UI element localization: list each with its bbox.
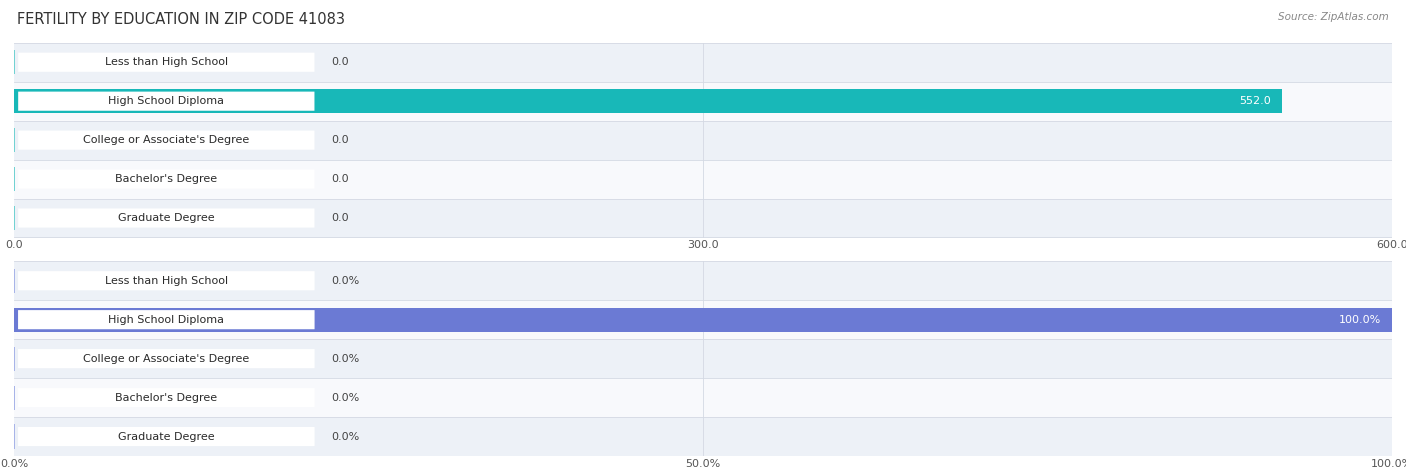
Text: College or Associate's Degree: College or Associate's Degree [83,353,249,364]
Text: Less than High School: Less than High School [105,276,228,286]
Text: 0.0: 0.0 [330,213,349,223]
Text: 0.0: 0.0 [330,174,349,184]
FancyBboxPatch shape [18,310,315,329]
Text: College or Associate's Degree: College or Associate's Degree [83,135,249,145]
FancyBboxPatch shape [18,427,315,446]
Text: 0.0: 0.0 [330,57,349,67]
FancyBboxPatch shape [18,271,315,290]
Bar [14,417,1392,456]
Bar [14,300,1392,339]
Text: 552.0: 552.0 [1239,96,1271,106]
Text: 0.0%: 0.0% [330,353,359,364]
Bar [14,378,1392,417]
Bar [14,261,1392,300]
FancyBboxPatch shape [18,170,315,189]
Bar [14,199,1392,238]
FancyBboxPatch shape [18,349,315,368]
Text: Bachelor's Degree: Bachelor's Degree [115,392,218,403]
Text: 0.0%: 0.0% [330,392,359,403]
Text: 0.0%: 0.0% [330,431,359,442]
Text: FERTILITY BY EDUCATION IN ZIP CODE 41083: FERTILITY BY EDUCATION IN ZIP CODE 41083 [17,12,344,27]
FancyBboxPatch shape [18,92,315,111]
Bar [14,89,1282,113]
Bar [14,308,1392,332]
Text: Source: ZipAtlas.com: Source: ZipAtlas.com [1278,12,1389,22]
Text: 100.0%: 100.0% [1339,314,1381,325]
Text: Bachelor's Degree: Bachelor's Degree [115,174,218,184]
Text: Graduate Degree: Graduate Degree [118,431,215,442]
FancyBboxPatch shape [18,209,315,228]
FancyBboxPatch shape [18,388,315,407]
Bar [14,43,1392,82]
Text: 0.0: 0.0 [330,135,349,145]
Bar [14,339,1392,378]
Bar [14,160,1392,199]
FancyBboxPatch shape [18,53,315,72]
Bar [14,121,1392,160]
Text: High School Diploma: High School Diploma [108,314,225,325]
Text: Graduate Degree: Graduate Degree [118,213,215,223]
Bar [14,82,1392,121]
Text: High School Diploma: High School Diploma [108,96,225,106]
FancyBboxPatch shape [18,131,315,150]
Text: Less than High School: Less than High School [105,57,228,67]
Text: 0.0%: 0.0% [330,276,359,286]
